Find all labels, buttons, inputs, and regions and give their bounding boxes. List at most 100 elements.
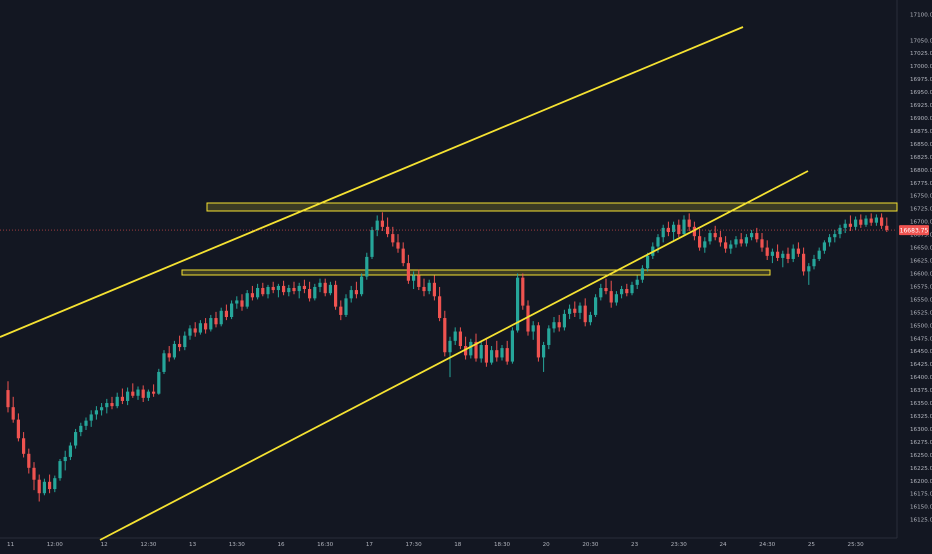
time-tick-label: 24:30 (759, 542, 776, 548)
candle-body (547, 328, 551, 345)
candle (250, 285, 254, 301)
candle-body (427, 282, 431, 292)
candle-body (115, 396, 119, 407)
candle (219, 307, 223, 327)
price-tick-label: 16425.00 (910, 362, 932, 368)
candle (521, 273, 525, 310)
candle-body (776, 251, 780, 258)
candle (323, 278, 327, 297)
candle (27, 448, 31, 474)
candle (750, 229, 754, 241)
candle (687, 213, 691, 231)
candle-body (354, 290, 358, 295)
candle-body (261, 287, 265, 295)
candle-body (661, 227, 665, 238)
candle-body (708, 233, 712, 242)
candle (328, 281, 332, 296)
candle-body (396, 242, 400, 249)
price-tick-label: 16275.00 (910, 440, 932, 446)
time-tick-label: 20:30 (582, 542, 599, 548)
candle-body (495, 350, 499, 358)
candle-body (620, 289, 624, 295)
candle (235, 296, 239, 309)
candle (874, 214, 878, 226)
candle-body (484, 344, 488, 363)
candle (854, 216, 858, 230)
candle (453, 327, 457, 345)
candle (100, 403, 104, 416)
candle (781, 250, 785, 268)
candle-body (79, 425, 83, 433)
price-tick-label: 16125.00 (910, 518, 932, 524)
price-tick-label: 16675.00 (910, 233, 932, 239)
candle (276, 283, 280, 298)
candle-body (328, 284, 332, 294)
candle (744, 234, 748, 247)
candle (79, 422, 83, 437)
candle (817, 247, 821, 262)
candle-body (276, 285, 280, 291)
candle (443, 310, 447, 357)
price-tick-label: 16500.00 (910, 323, 932, 329)
candle (713, 225, 717, 241)
candle (833, 229, 837, 243)
candle-body (89, 414, 93, 421)
candle (68, 442, 72, 461)
time-tick-label: 23:30 (671, 542, 688, 548)
candle (620, 285, 624, 299)
candle (828, 234, 832, 247)
price-tick-label: 16575.00 (910, 284, 932, 290)
price-tick-label: 16175.00 (910, 492, 932, 498)
candle (682, 215, 686, 237)
price-tick-label: 16825.00 (910, 155, 932, 161)
candle-body (48, 481, 52, 490)
price-tick-label: 16325.00 (910, 414, 932, 420)
candle (880, 213, 884, 229)
candle-body (630, 284, 634, 294)
candle-body (812, 258, 816, 267)
candle-body (516, 277, 520, 331)
candle (822, 240, 826, 254)
candle-body (162, 353, 166, 372)
candle (396, 234, 400, 253)
candle-body (266, 286, 270, 295)
candle (230, 300, 234, 320)
candle-body (302, 285, 306, 290)
candle (131, 383, 135, 398)
candle-body (869, 218, 873, 223)
candle-body (796, 248, 800, 254)
candle (209, 314, 213, 332)
price-tick-label: 16725.00 (910, 207, 932, 213)
candle (16, 413, 20, 442)
candle (760, 233, 764, 252)
candle-body (53, 478, 57, 490)
candle-body (365, 256, 369, 277)
price-tick-label: 16300.00 (910, 427, 932, 433)
candle-body (131, 391, 135, 396)
candle-body (833, 234, 837, 238)
candle-body (42, 481, 46, 494)
candle (271, 281, 275, 294)
candle (786, 247, 790, 264)
time-tick-label: 17:30 (406, 542, 423, 548)
candle-body (245, 293, 249, 307)
candle-body (68, 445, 72, 457)
candle-body (240, 300, 244, 307)
candle (11, 396, 15, 423)
candle (661, 224, 665, 243)
candle-body (386, 226, 390, 235)
candle-body (770, 251, 774, 256)
price-tick-label: 16775.00 (910, 181, 932, 187)
candle (167, 346, 171, 362)
price-tick-label: 16450.00 (910, 349, 932, 355)
candle (422, 278, 426, 297)
candle (198, 320, 202, 335)
candle (583, 298, 587, 327)
candle-body (141, 389, 145, 398)
candle (297, 282, 301, 299)
candle (625, 283, 629, 297)
candle (110, 396, 114, 410)
candle-body (505, 348, 509, 362)
